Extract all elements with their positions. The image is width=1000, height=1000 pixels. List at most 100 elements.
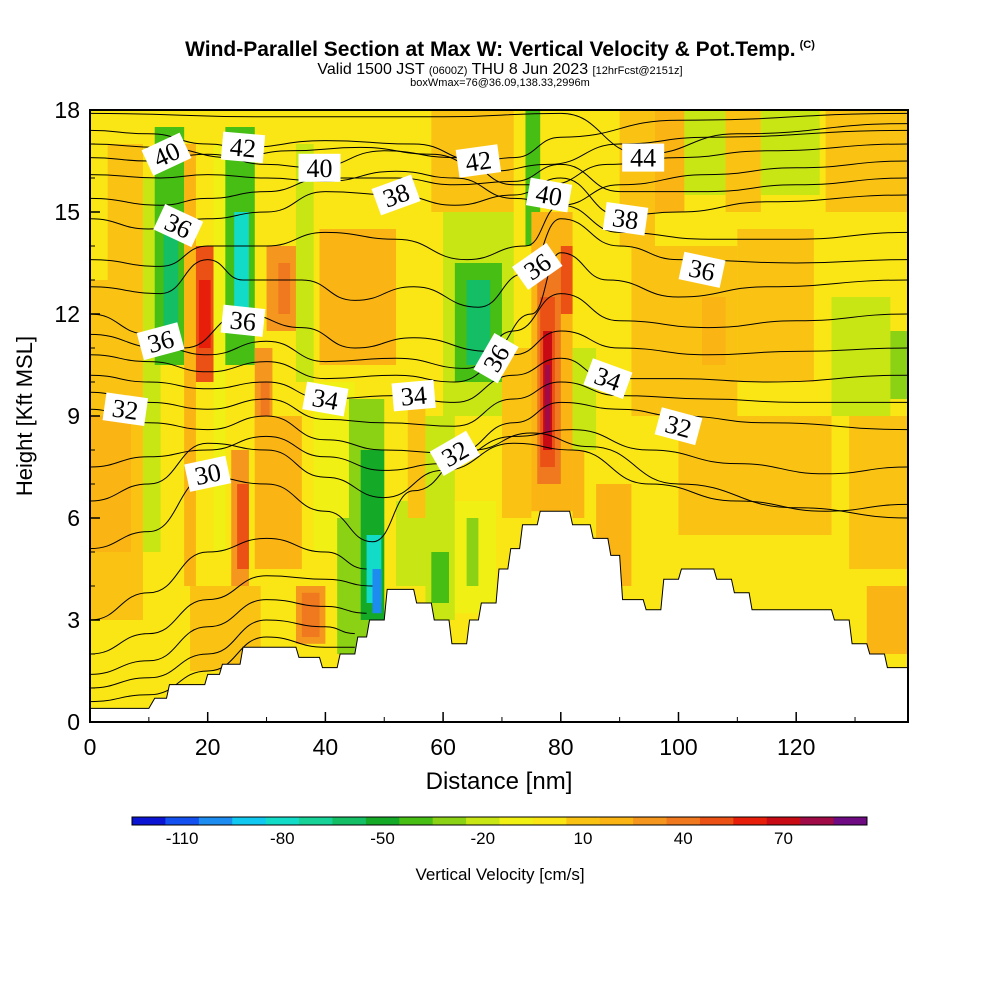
contour-label-text: 40 — [307, 154, 333, 183]
colorbar-tick-label: 70 — [774, 829, 793, 848]
chart-title: Wind-Parallel Section at Max W: Vertical… — [0, 38, 1000, 62]
colorbar-swatch — [699, 817, 734, 825]
contour-label-box — [525, 177, 573, 213]
colorbar-tick-label: 40 — [674, 829, 693, 848]
velocity-cell — [890, 331, 908, 399]
colorbar-swatch — [265, 817, 300, 825]
valid-utc: (0600Z) — [428, 65, 468, 77]
contour-label: 36 — [220, 304, 266, 337]
colorbar-swatch — [733, 817, 768, 825]
forecast-info: [12hrFcst@2151z] — [592, 65, 683, 77]
velocity-cell — [431, 552, 449, 603]
isentrope — [90, 163, 908, 206]
contour-label: 30 — [184, 455, 232, 492]
contour-label: 40 — [525, 177, 573, 213]
colorbar-swatch — [299, 817, 333, 825]
isentrope — [90, 330, 908, 383]
colorbar-tick-label: -110 — [166, 829, 199, 848]
contour-label-box — [622, 143, 665, 172]
contour-label-box — [391, 379, 436, 412]
terrain-outline — [90, 510, 908, 709]
colorbar-frame — [131, 816, 868, 826]
isentrope — [90, 599, 367, 675]
velocity-cell — [560, 246, 573, 314]
contour-label-box — [141, 132, 192, 176]
velocity-cell — [213, 144, 226, 552]
chart-subtitle: Valid 1500 JST (0600Z) THU 8 Jun 2023 [1… — [0, 61, 1000, 79]
contour-label-box — [512, 242, 563, 290]
contour-label: 38 — [371, 174, 421, 216]
colorbar-swatch — [633, 817, 668, 825]
contour-label-text: 34 — [399, 381, 427, 412]
isentrope — [90, 537, 367, 621]
terrain-area — [90, 511, 908, 722]
x-axis-label: Distance [nm] — [426, 768, 573, 795]
contour-label: 36 — [136, 322, 185, 361]
contour-label-box — [302, 381, 349, 417]
colorbar-swatch — [800, 817, 835, 825]
colorbar-swatch — [399, 817, 434, 825]
isentrope-42 — [90, 112, 908, 162]
contour-label: 32 — [102, 392, 149, 426]
colorbar-swatch — [499, 817, 534, 825]
y-tick-label: 18 — [54, 97, 80, 123]
boxwmax-info: boxWmax=76@36.09,138.33,2996m — [410, 77, 590, 89]
velocity-cell — [184, 144, 196, 586]
contour-label-text: 42 — [464, 145, 494, 177]
y-tick-label: 15 — [54, 199, 80, 225]
contour-label-box — [102, 392, 149, 426]
contour-label: 34 — [391, 379, 436, 412]
y-tick-label: 0 — [67, 709, 80, 735]
colorbar-swatch — [766, 817, 801, 825]
velocity-cell — [866, 586, 908, 654]
contour-label-box — [473, 333, 519, 384]
contour-label-text: 44 — [630, 144, 656, 173]
isentrope — [90, 575, 373, 655]
isentrope — [90, 636, 355, 703]
title-main: Wind-Parallel Section at Max W: Vertical… — [185, 38, 796, 61]
velocity-cell — [278, 263, 291, 314]
contour-label: 42 — [455, 144, 502, 178]
velocity-cell — [725, 110, 761, 212]
contour-label-box — [136, 322, 185, 361]
colorbar-swatch — [466, 817, 500, 825]
colorbar-swatch — [232, 817, 267, 825]
contour-label-box — [184, 455, 232, 492]
colorbar-swatch — [599, 817, 634, 825]
x-tick-label: 0 — [84, 734, 97, 760]
contour-label-box — [298, 153, 341, 182]
velocity-cell — [407, 382, 426, 518]
contour-label-box — [371, 174, 421, 216]
velocity-cell — [678, 416, 832, 535]
y-axis-label: Height [Kft MSL] — [12, 336, 37, 496]
velocity-cell — [107, 144, 143, 280]
velocity-cell — [737, 229, 814, 382]
velocity-cell — [254, 416, 302, 569]
colorbar-swatch — [833, 817, 868, 825]
contour-label: 42 — [220, 131, 266, 163]
contour-label-box — [654, 407, 703, 446]
title-copyright: (C) — [799, 39, 815, 51]
colorbar-swatch — [365, 817, 400, 825]
colorbar-swatch — [432, 817, 467, 825]
isentrope — [90, 129, 908, 172]
velocity-cell — [466, 518, 479, 586]
contour-label: 44 — [622, 143, 665, 173]
contour-label-text: 34 — [310, 383, 341, 416]
contour-label: 36 — [678, 251, 726, 288]
colorbar-swatch — [566, 817, 601, 825]
y-tick-label: 3 — [67, 607, 80, 633]
colorbar-swatch — [132, 817, 166, 825]
velocity-cell — [572, 450, 585, 518]
velocity-cell — [849, 416, 908, 569]
x-tick-label: 100 — [659, 734, 697, 760]
contour-label-text: 32 — [110, 394, 140, 426]
velocity-cell — [372, 569, 382, 614]
contour-label-text: 42 — [229, 132, 257, 163]
velocity-cell — [198, 280, 211, 348]
velocity-cell — [260, 382, 270, 433]
velocity-cell — [237, 484, 249, 569]
x-tick-label: 60 — [430, 734, 456, 760]
contour-label: 34 — [583, 358, 633, 399]
